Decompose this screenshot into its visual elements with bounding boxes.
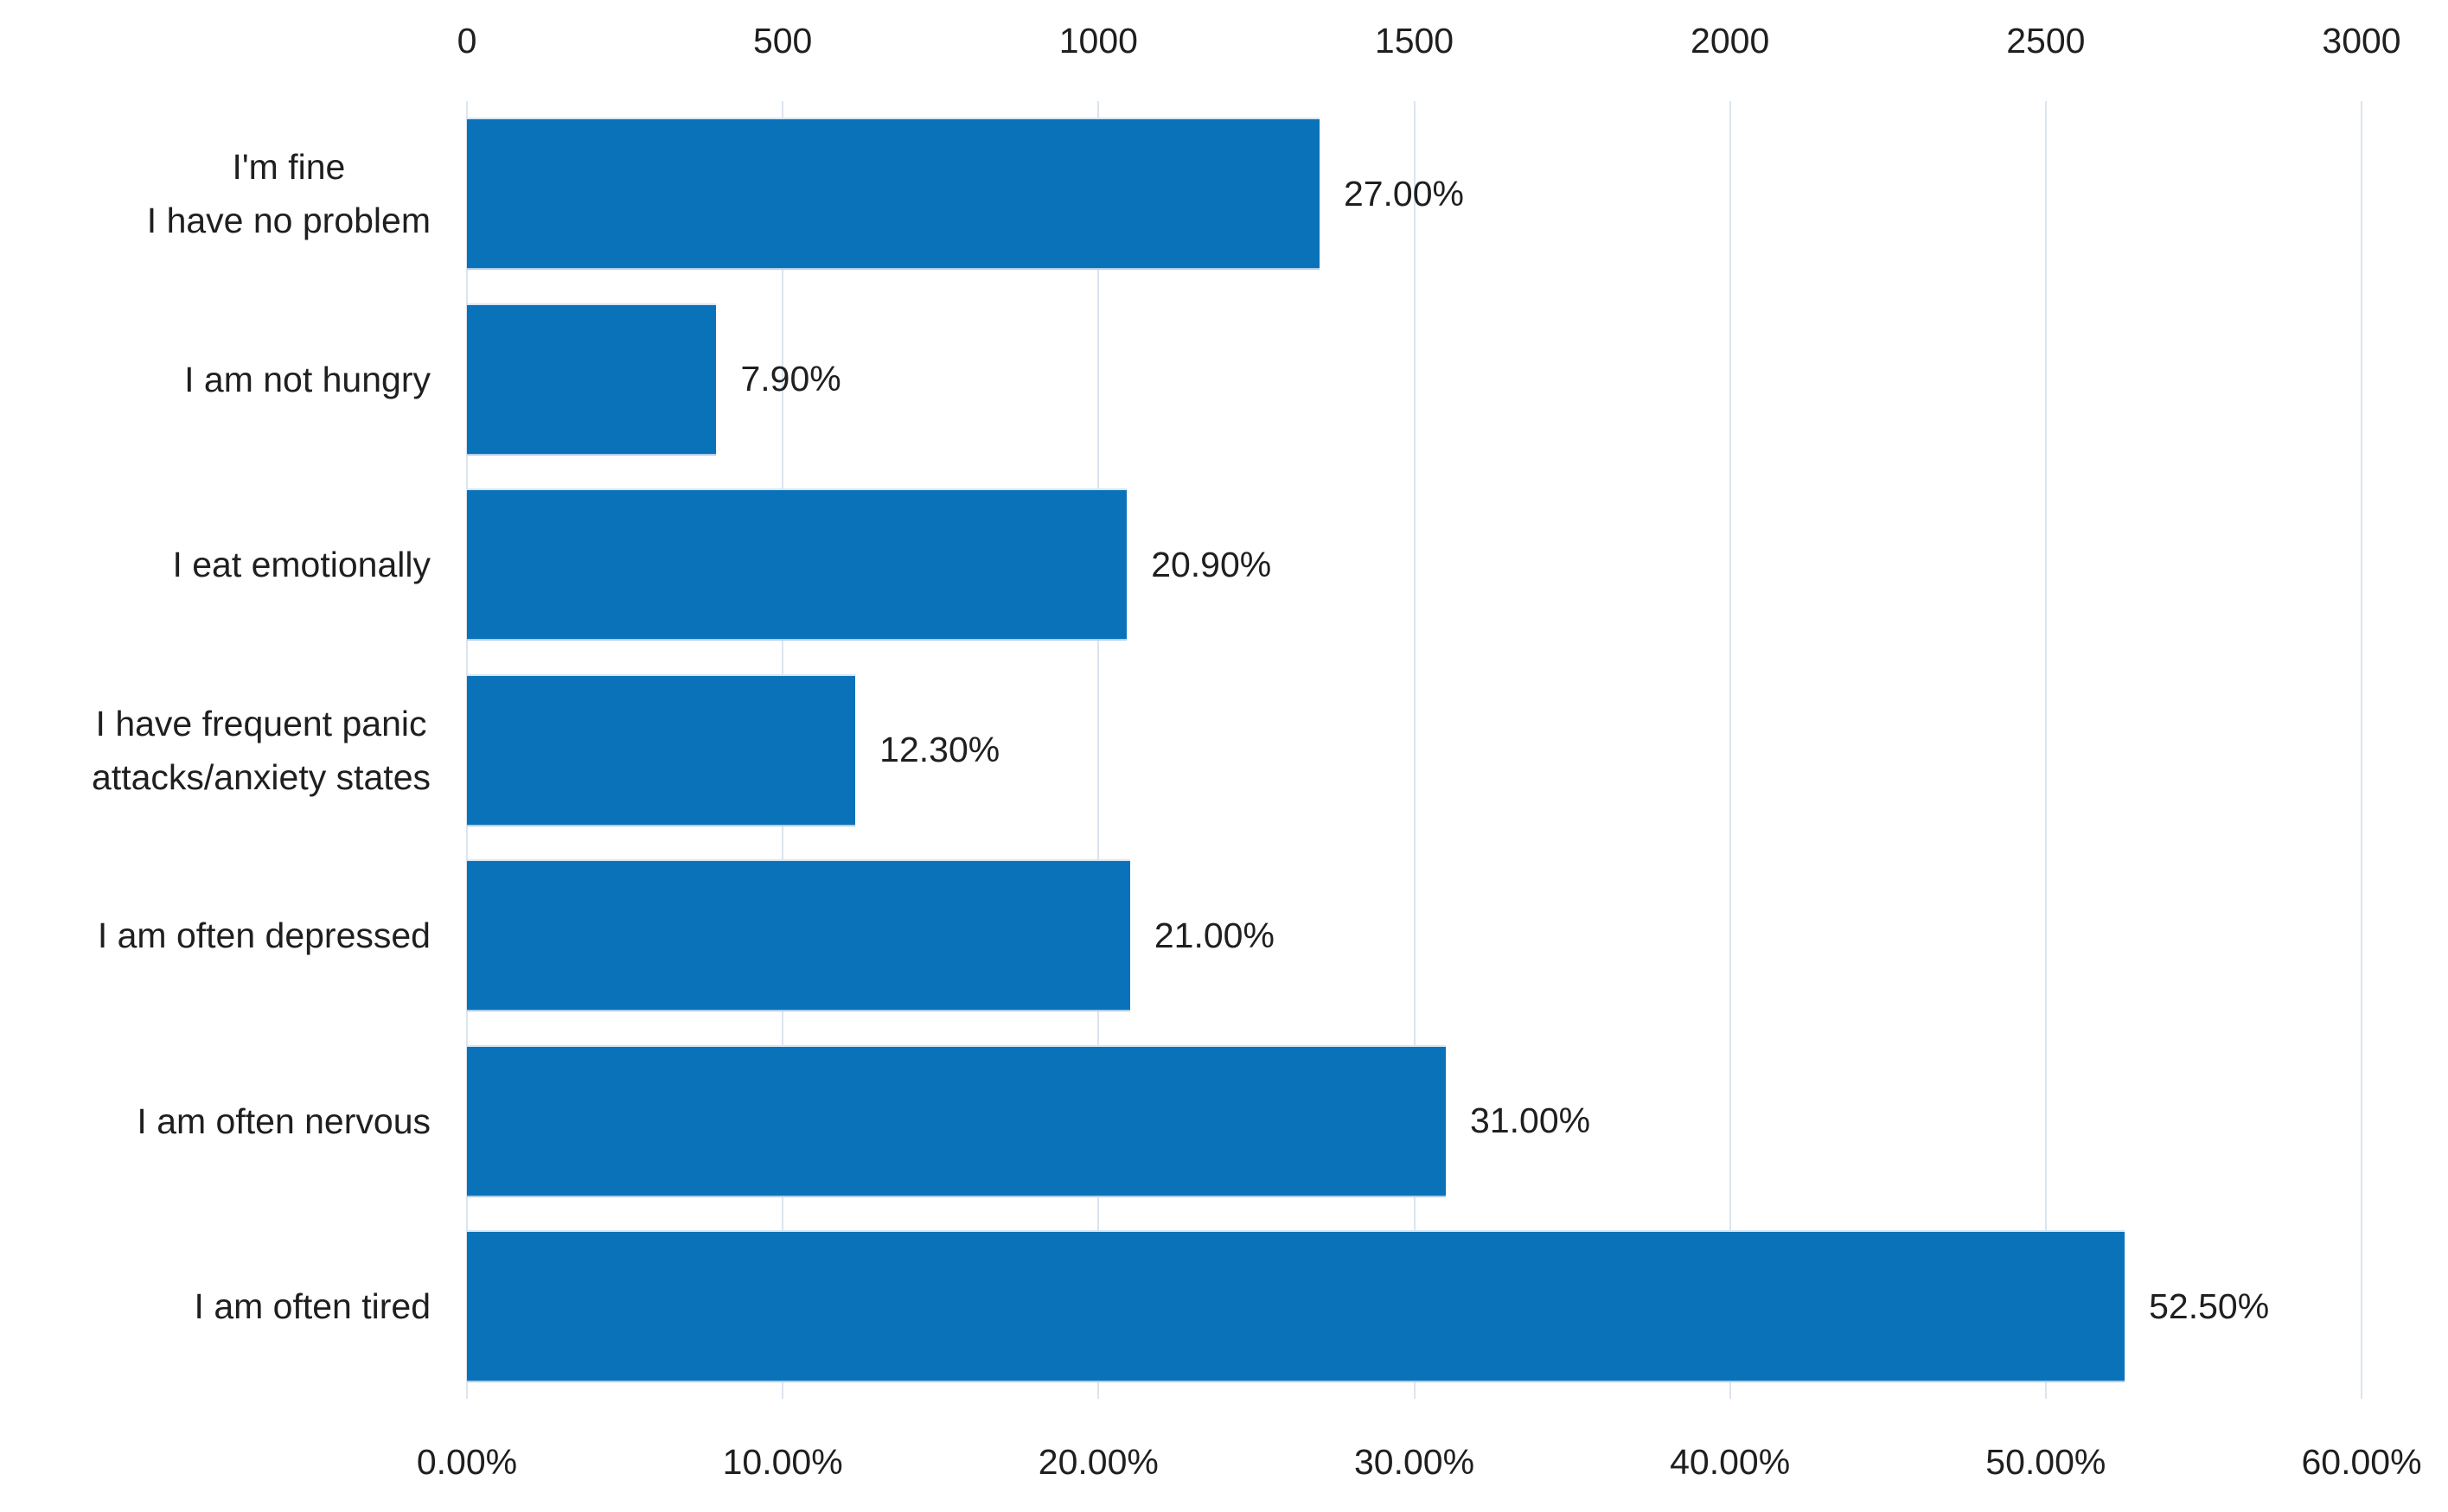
value-label: 7.90% — [740, 359, 841, 399]
gridline — [2361, 101, 2362, 1399]
category-label: I am often depressed — [98, 861, 431, 1010]
bottom-axis-tick-label: 40.00% — [1670, 1442, 1791, 1482]
category-label-line: I am often nervous — [137, 1101, 431, 1141]
bottom-axis-tick-label: 0.00% — [416, 1442, 518, 1482]
bar — [467, 675, 856, 825]
bar — [467, 490, 1128, 639]
bottom-axis-tick-label: 60.00% — [2301, 1442, 2422, 1482]
bottom-axis-tick-label: 10.00% — [722, 1442, 843, 1482]
category-label-line: I eat emotionally — [172, 545, 431, 584]
bar — [467, 1046, 1447, 1196]
category-label: I am often tired — [195, 1232, 431, 1381]
value-label: 20.90% — [1151, 544, 1272, 584]
category-label: I'm fine I have no problem — [147, 119, 431, 268]
category-label-line: I am often depressed — [97, 915, 431, 955]
value-label: 12.30% — [879, 730, 1000, 769]
top-axis-tick-label: 3000 — [2322, 21, 2401, 61]
gridline — [1413, 101, 1416, 1399]
category-label: I am often nervous — [137, 1047, 431, 1196]
category-label: I eat emotionally — [172, 490, 431, 639]
value-label: 21.00% — [1154, 915, 1275, 955]
bar — [467, 119, 1320, 268]
top-axis-tick-label: 1000 — [1058, 21, 1138, 61]
category-label-line: I am often tired — [194, 1286, 431, 1326]
top-axis-tick-label: 2000 — [1691, 21, 1770, 61]
category-label-line: I have frequent panic — [95, 703, 427, 743]
category-label-line: I'm fine — [232, 147, 346, 187]
bottom-axis-tick-label: 20.00% — [1038, 1442, 1159, 1482]
bottom-axis-tick-label: 30.00% — [1353, 1442, 1475, 1482]
top-axis-tick-label: 2500 — [2006, 21, 2086, 61]
bar — [467, 1232, 2125, 1381]
category-label-line: attacks/anxiety states — [92, 756, 431, 797]
bar — [467, 861, 1130, 1010]
top-axis-tick-label: 1500 — [1374, 21, 1454, 61]
category-label-line: I am not hungry — [184, 359, 431, 399]
gridline — [1729, 101, 1731, 1399]
top-axis-tick-label: 500 — [752, 21, 813, 61]
bar — [467, 304, 717, 454]
value-label: 27.00% — [1343, 173, 1464, 214]
category-label: I am not hungry — [184, 305, 431, 454]
value-label: 52.50% — [2149, 1286, 2270, 1326]
value-label: 31.00% — [1470, 1101, 1591, 1140]
gridline — [2044, 101, 2047, 1399]
bottom-axis-tick-label: 50.00% — [1985, 1442, 2106, 1482]
top-axis-tick-label: 0 — [457, 21, 477, 61]
category-label: I have frequent panic attacks/anxiety sta… — [92, 676, 431, 825]
category-label-line: I have no problem — [146, 201, 431, 240]
gridline — [1097, 101, 1100, 1399]
